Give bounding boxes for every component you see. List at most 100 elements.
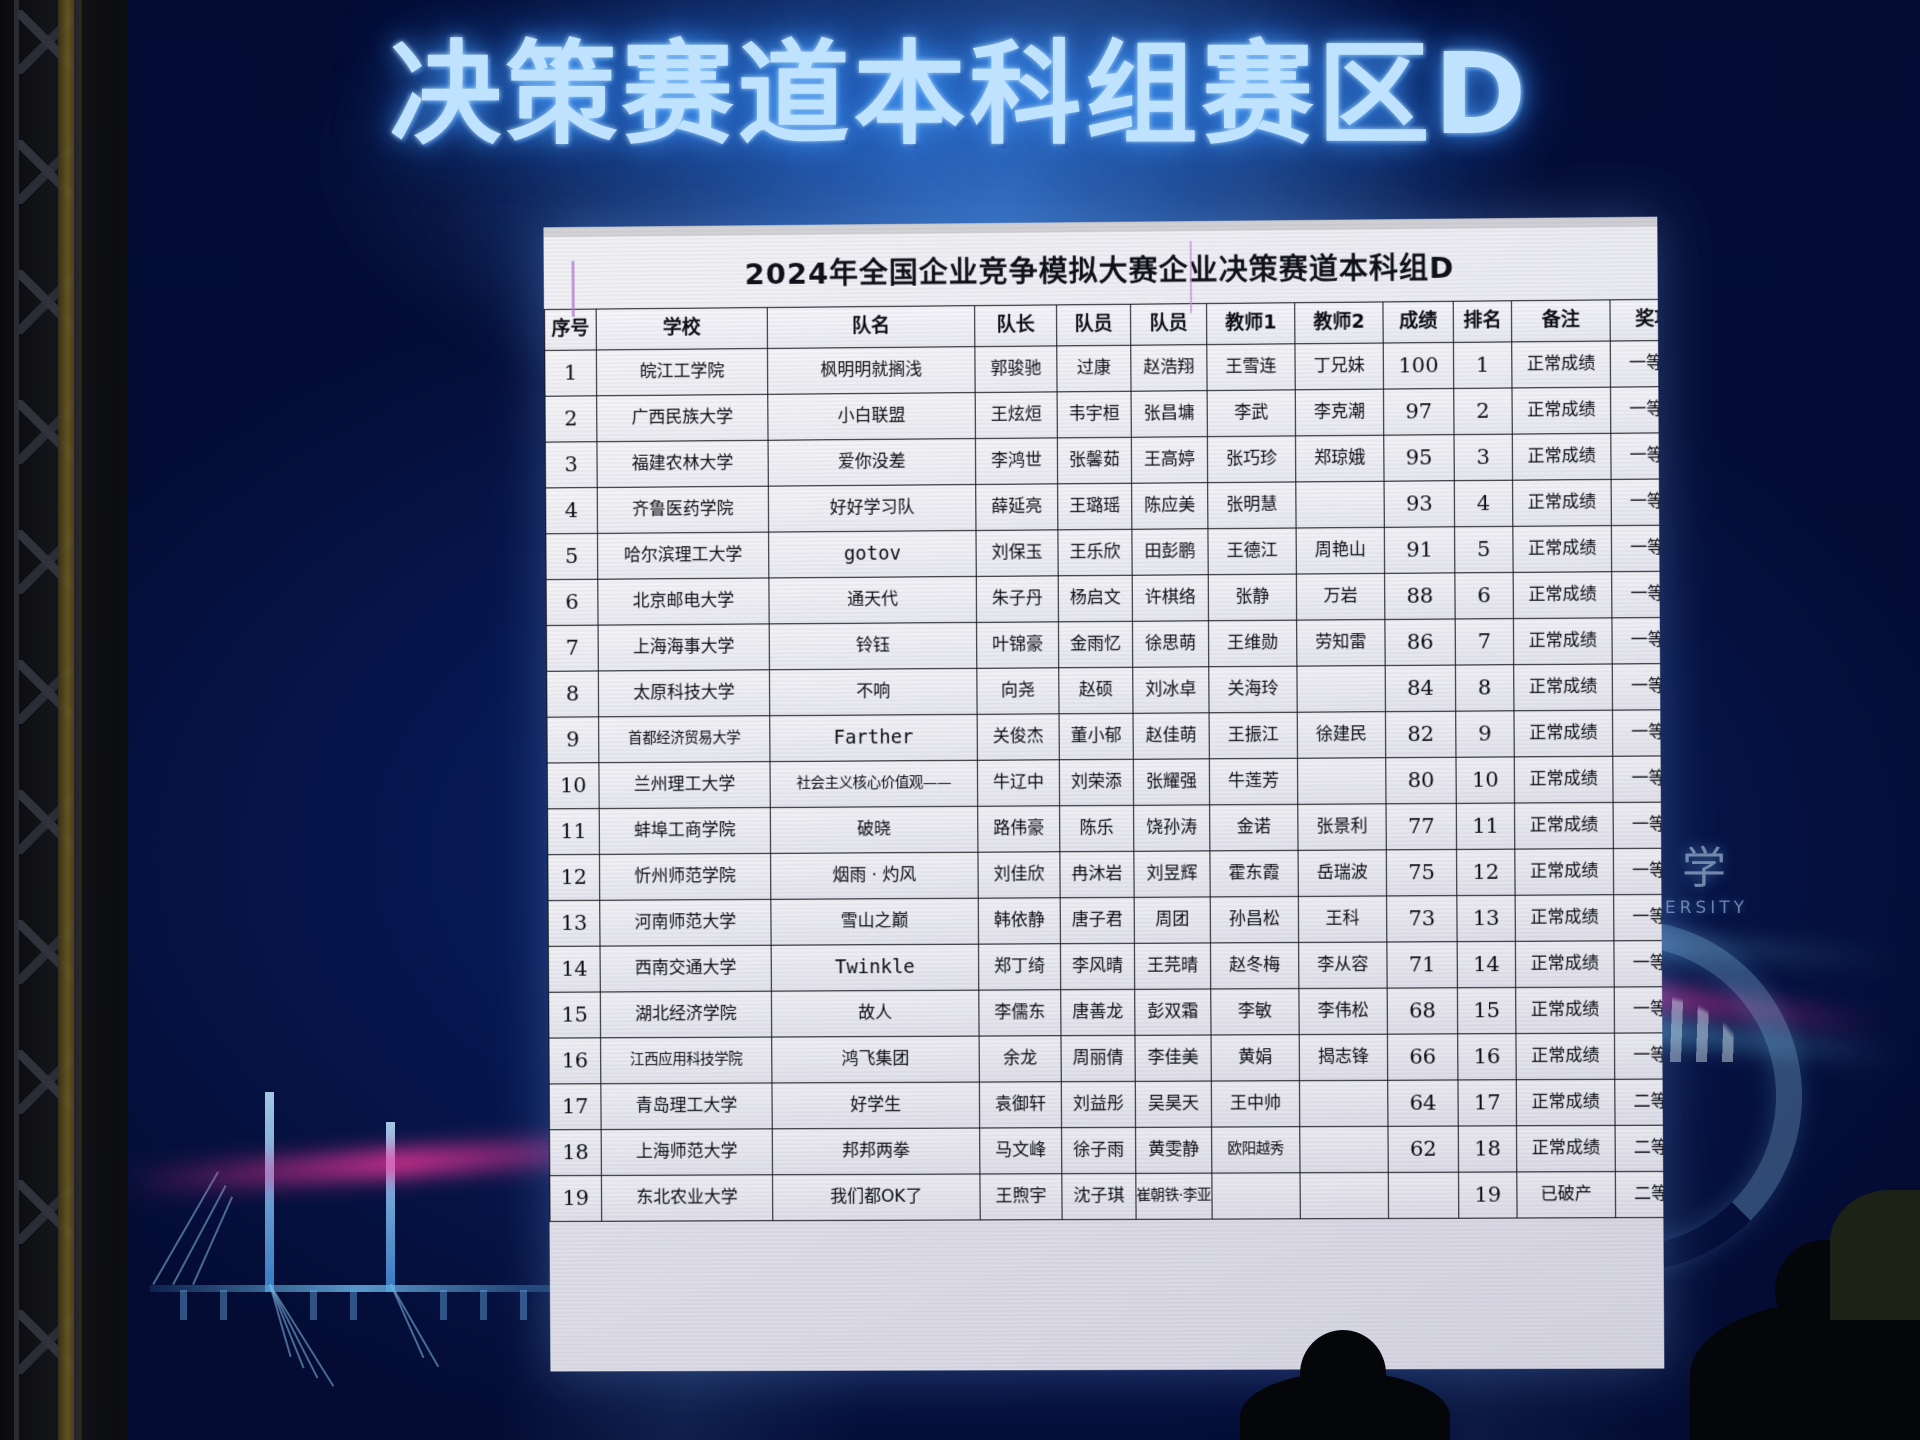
row-note: 正常成绩 xyxy=(1516,1079,1616,1126)
row-member1: 冉沐岩 xyxy=(1059,851,1135,898)
row-index: 10 xyxy=(547,762,600,809)
row-index: 4 xyxy=(545,487,598,534)
row-index: 8 xyxy=(546,670,599,718)
row-note: 正常成绩 xyxy=(1512,525,1612,573)
row-note: 正常成绩 xyxy=(1511,341,1611,388)
row-note: 正常成绩 xyxy=(1516,1125,1616,1172)
row-rank: 13 xyxy=(1456,895,1516,942)
row-member2: 赵浩翔 xyxy=(1130,344,1208,392)
row-index: 19 xyxy=(549,1175,602,1222)
col-header-award: 奖项 xyxy=(1609,299,1665,342)
row-member1: 唐子君 xyxy=(1060,897,1135,944)
row-index: 9 xyxy=(546,716,599,764)
row-rank: 11 xyxy=(1456,803,1515,850)
table-row: 19 东北农业大学 我们都OK了 王煦宇 沈子琪 崔朝铁·李亚民 19 已破产 二等奖 xyxy=(549,1171,1665,1222)
row-captain: 李鸿世 xyxy=(975,437,1058,485)
row-teacher1: 王中帅 xyxy=(1211,1080,1300,1128)
row-member2: 许棋络 xyxy=(1132,574,1209,622)
row-team: 雪山之巅 xyxy=(770,898,979,946)
stage-headline: 决策赛道本科组赛区D xyxy=(389,30,1531,160)
row-score: 82 xyxy=(1385,711,1456,758)
row-score: 80 xyxy=(1385,757,1457,804)
row-award: 一等奖 xyxy=(1610,386,1665,434)
row-teacher1 xyxy=(1211,1172,1301,1220)
row-teacher1: 欧阳越秀 xyxy=(1211,1126,1301,1174)
row-teacher1: 李敏 xyxy=(1210,988,1300,1035)
row-captain: 关俊杰 xyxy=(977,713,1060,761)
row-school: 青岛理工大学 xyxy=(600,1082,773,1130)
row-teacher2: 李伟松 xyxy=(1298,988,1388,1035)
table-row: 14 西南交通大学 Twinkle 郑丁绮 李风晴 王芫晴 赵冬梅 李从容 71 14 正常成绩 一等… xyxy=(548,940,1665,993)
col-header-captain: 队长 xyxy=(974,304,1057,347)
results-slide: 2024年全国企业竞争模拟大赛企业决策赛道本科组D 序号 学校 队名 队长 队员… xyxy=(543,216,1665,1372)
row-teacher1: 张静 xyxy=(1208,574,1297,621)
row-note: 正常成绩 xyxy=(1515,894,1614,942)
row-school: 忻州师范学院 xyxy=(599,853,771,901)
row-teacher2: 张景利 xyxy=(1297,803,1387,851)
table-row: 10 兰州理工大学 社会主义核心价值观—— 牛辽中 刘荣添 张耀强 牛莲芳 80 10 正常成绩一… xyxy=(547,755,1665,809)
table-row: 6 北京邮电大学 通天代 朱子丹 杨启文 许棋络 张静 万岩 88 6 正常成绩 一等奖 xyxy=(546,571,1665,626)
row-index: 13 xyxy=(548,900,600,947)
row-school: 太原科技大学 xyxy=(598,669,770,717)
row-teacher2 xyxy=(1297,757,1387,805)
table-row: 15 湖北经济学院 故人 李儒东 唐善龙 彭双霜 李敏 李伟松 68 15 正常成绩 一等奖 xyxy=(548,986,1665,1039)
row-member2: 赵佳萌 xyxy=(1132,712,1210,760)
col-header-score: 成绩 xyxy=(1382,301,1454,344)
row-award: 一等奖 xyxy=(1612,663,1665,711)
row-rank: 4 xyxy=(1454,480,1513,527)
row-teacher2: 王科 xyxy=(1298,895,1387,943)
row-note: 正常成绩 xyxy=(1512,479,1612,527)
row-teacher2: 丁兄妹 xyxy=(1294,343,1384,390)
row-captain: 韩依静 xyxy=(978,897,1061,945)
row-teacher2: 郑琼娥 xyxy=(1295,435,1385,482)
row-score: 88 xyxy=(1384,572,1456,620)
row-note: 正常成绩 xyxy=(1511,387,1611,435)
row-school: 西南交通大学 xyxy=(599,945,772,992)
row-note: 已破产 xyxy=(1516,1171,1616,1219)
row-score: 62 xyxy=(1387,1126,1459,1173)
row-award: 一等奖 xyxy=(1611,571,1665,618)
row-award: 一等奖 xyxy=(1614,1032,1665,1080)
row-index: 2 xyxy=(544,395,597,443)
row-rank: 10 xyxy=(1455,756,1515,804)
row-teacher1: 黄娟 xyxy=(1211,1034,1300,1082)
row-award: 一等奖 xyxy=(1610,340,1665,388)
row-award: 一等奖 xyxy=(1611,617,1665,664)
row-school: 蚌埠工商学院 xyxy=(599,807,771,855)
row-team: 邦邦两拳 xyxy=(772,1128,980,1175)
row-school: 北京邮电大学 xyxy=(597,577,770,626)
row-teacher2 xyxy=(1296,665,1386,713)
col-header-school: 学校 xyxy=(596,307,768,350)
row-rank: 17 xyxy=(1457,1079,1517,1127)
row-captain: 李儒东 xyxy=(978,989,1061,1037)
row-note: 正常成绩 xyxy=(1513,571,1612,619)
col-header-index: 序号 xyxy=(544,309,597,351)
col-header-teacher2: 教师2 xyxy=(1294,301,1384,344)
row-captain: 王炫烜 xyxy=(975,391,1058,439)
row-award: 一等奖 xyxy=(1611,524,1665,572)
row-team: 我们都OK了 xyxy=(772,1173,981,1221)
row-teacher1: 孙昌松 xyxy=(1210,896,1299,943)
row-note: 正常成绩 xyxy=(1515,1033,1615,1080)
row-note: 正常成绩 xyxy=(1514,848,1614,896)
row-score: 97 xyxy=(1383,388,1455,436)
row-index: 11 xyxy=(547,808,600,855)
row-index: 14 xyxy=(548,946,601,993)
row-member2: 王高婷 xyxy=(1131,436,1208,484)
row-teacher1: 金诺 xyxy=(1209,804,1299,851)
col-header-member2: 队员 xyxy=(1130,303,1207,346)
row-award: 一等奖 xyxy=(1613,894,1665,941)
audience-silhouette-3 xyxy=(1830,1190,1920,1320)
row-member1: 周丽倩 xyxy=(1060,1035,1136,1082)
row-captain: 余龙 xyxy=(979,1035,1062,1083)
row-rank: 18 xyxy=(1458,1125,1517,1173)
row-teacher1: 王振江 xyxy=(1209,712,1298,759)
row-member2: 吴昊天 xyxy=(1135,1081,1212,1128)
row-member2: 李佳美 xyxy=(1134,1034,1212,1082)
row-index: 5 xyxy=(545,533,598,580)
table-row: 11 蚌埠工商学院 破晓 路伟豪 陈乐 饶孙涛 金诺 张景利 77 11 正常成绩 一等奖 xyxy=(547,801,1665,855)
row-score: 68 xyxy=(1387,987,1458,1035)
row-teacher2: 李克潮 xyxy=(1295,389,1384,436)
row-member2: 周团 xyxy=(1134,896,1211,944)
